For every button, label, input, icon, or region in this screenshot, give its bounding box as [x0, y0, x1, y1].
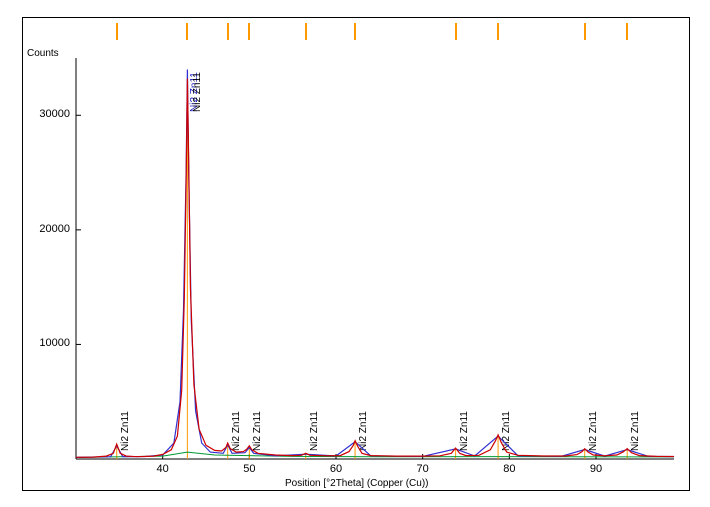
xrd-plot: [0, 0, 710, 507]
chart-frame: Counts Position [°2Theta] (Copper (Cu)) …: [0, 0, 710, 507]
